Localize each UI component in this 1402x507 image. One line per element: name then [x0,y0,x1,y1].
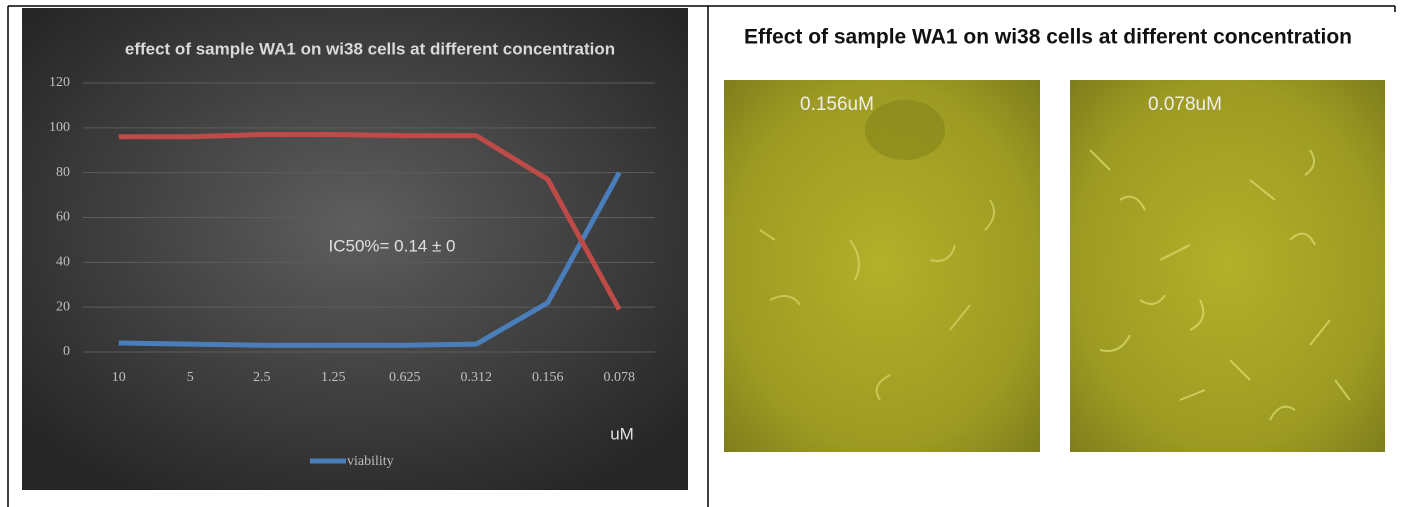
y-tick-label: 0 [63,344,70,359]
annotation: IC50%= 0.14 ± 0 [329,236,456,255]
chart-title: effect of sample WA1 on wi38 cells at di… [125,39,615,58]
x-tick-label: 0.156 [532,370,564,385]
x-tick-label: 1.25 [321,370,346,385]
y-tick-label: 120 [49,75,70,90]
micrograph [724,80,1040,452]
x-tick-label: 10 [112,370,126,385]
y-tick-label: 40 [56,255,70,270]
x-tick-label: 0.078 [604,370,636,385]
y-tick-label: 20 [56,299,70,314]
x-tick-label: 2.5 [253,370,271,385]
x-axis-label: uM [610,424,634,443]
data-line [118,132,622,311]
panel-title: Effect of sample WA1 on wi38 cells at di… [744,26,1352,49]
y-tick-label: 100 [49,120,70,135]
x-tick-label: 5 [187,370,194,385]
y-tick-label: 80 [56,165,70,180]
data-line [118,171,622,348]
plot: 0 20 40 60 80 100 120 10 5 2.5 1.25 0.625 0.312 0.156… [49,75,655,469]
image-label: 0.156uM [800,94,874,115]
micrograph [1070,80,1385,452]
x-tick-label: 0.625 [389,370,421,385]
image-label: 0.078uM [1148,94,1222,115]
x-tick-label: 0.312 [461,370,493,385]
legend-label: viability [347,454,394,469]
y-tick-label: 60 [56,210,70,225]
